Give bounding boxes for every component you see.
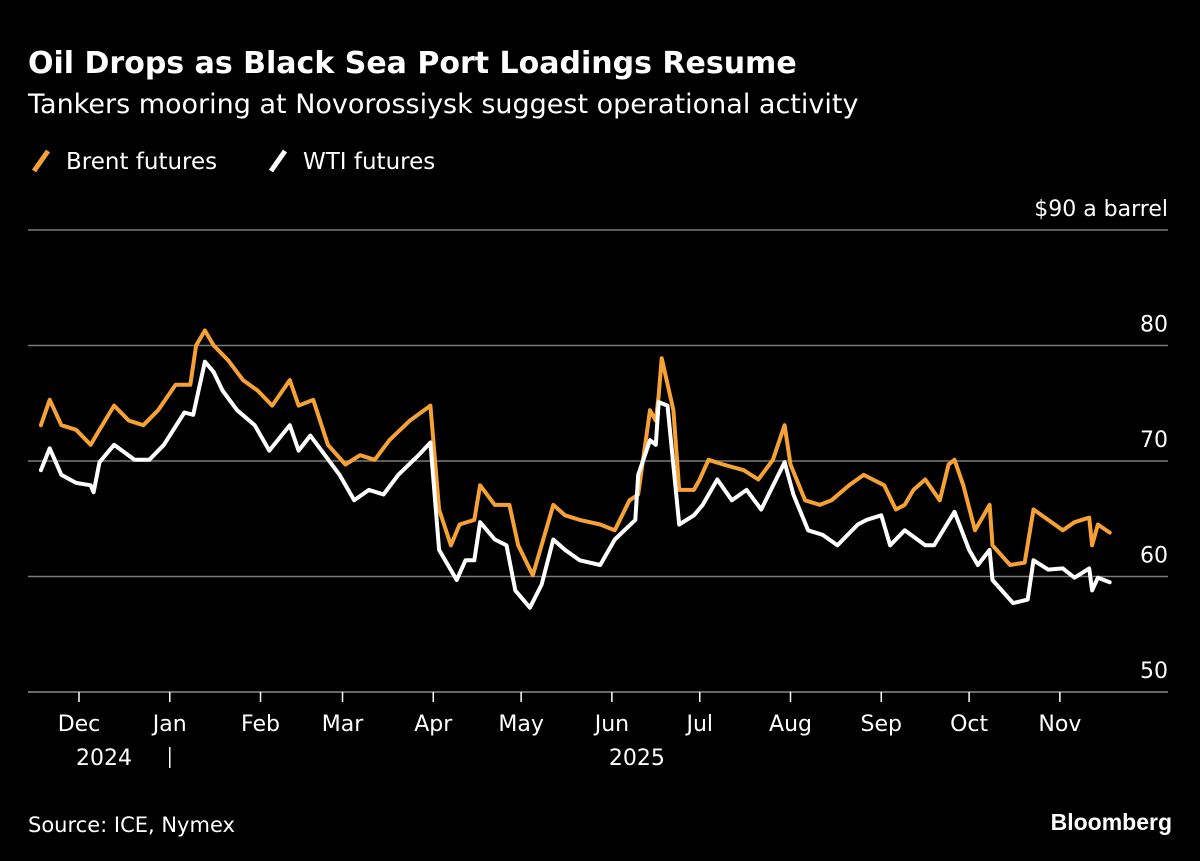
y-tick-label: 70 xyxy=(1140,428,1168,453)
source-note: Source: ICE, Nymex xyxy=(28,813,235,837)
legend-label-wti: WTI futures xyxy=(303,149,435,175)
legend: Brent futures WTI futures xyxy=(31,149,435,175)
legend-label-brent: Brent futures xyxy=(66,149,217,175)
y-tick-label: 50 xyxy=(1140,659,1168,684)
x-tick-label: Feb xyxy=(241,712,280,737)
x-tick-label: Jan xyxy=(151,712,187,737)
y-tick-label: $90 a barrel xyxy=(1034,197,1168,222)
x-tick-label: May xyxy=(498,712,543,737)
x-tick-label: Dec xyxy=(58,712,101,737)
x-tick-label: Mar xyxy=(322,712,364,737)
x-axis: Dec Jan Feb Mar Apr May Jun Jul Aug Sep Oct Nov 2024… xyxy=(58,692,1081,771)
y-tick-label: 80 xyxy=(1140,313,1168,338)
x-tick-label: Jul xyxy=(684,712,713,737)
x-tick-label: Aug xyxy=(769,712,812,737)
year-label: 2024 xyxy=(76,746,132,771)
year-label: 2025 xyxy=(609,746,665,771)
x-tick-label: Apr xyxy=(414,712,453,737)
x-tick-label: Sep xyxy=(861,712,902,737)
bloomberg-logo: Bloomberg xyxy=(1051,809,1172,835)
y-tick-label: 60 xyxy=(1140,544,1168,569)
y-axis: 50 60 70 80 $90 a barrel xyxy=(1034,197,1168,684)
legend-swatch-brent xyxy=(31,149,51,173)
gridlines xyxy=(28,229,1168,693)
chart-subtitle: Tankers mooring at Novorossiysk suggest … xyxy=(27,89,858,120)
series-line-brent xyxy=(38,328,1112,578)
x-tick-label: Nov xyxy=(1038,712,1081,737)
series-lines xyxy=(38,328,1112,610)
series-line-wti xyxy=(38,359,1112,610)
x-tick-label: Jun xyxy=(593,712,629,737)
legend-swatch-wti xyxy=(268,149,288,173)
chart-title: Oil Drops as Black Sea Port Loadings Res… xyxy=(28,46,797,81)
x-tick-label: Oct xyxy=(950,712,988,737)
